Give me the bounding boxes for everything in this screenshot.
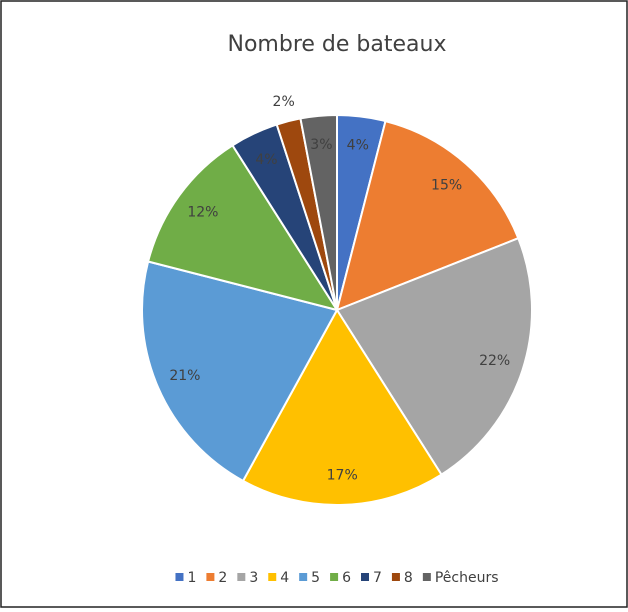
legend-label: Pêcheurs [435, 570, 499, 586]
legend-swatch [206, 573, 215, 581]
pie-slice [141, 260, 339, 483]
chart-title: Nombre de bateaux [228, 32, 447, 57]
slices [141, 113, 533, 506]
data-label: 17% [327, 468, 358, 484]
data-label: 4% [255, 152, 277, 168]
legend-swatch [361, 573, 370, 581]
legend-label: 6 [342, 570, 351, 586]
pie-slice [335, 236, 533, 477]
legend-swatch [237, 573, 246, 581]
data-label: 3% [310, 137, 332, 153]
pie-slice [335, 119, 520, 312]
data-labels: 4% 15% 22% 17% 21% 12% 4% 2% 3% [169, 94, 510, 483]
legend-swatch [330, 573, 339, 581]
legend-label: 2 [218, 570, 227, 586]
legend-swatch [422, 573, 431, 581]
legend-swatch [268, 573, 277, 581]
data-label: 21% [169, 368, 200, 384]
legend-swatch [299, 573, 308, 581]
pie-slice [299, 113, 338, 311]
legend-label: 7 [373, 570, 382, 586]
legend-label: 4 [280, 570, 289, 586]
legend-label: 3 [249, 570, 258, 586]
legend-label: 5 [311, 570, 320, 586]
legend-label: 8 [404, 570, 413, 586]
data-label: 15% [431, 178, 462, 194]
pie-slice [241, 308, 443, 506]
legend-label: 1 [187, 570, 196, 586]
data-label: 4% [347, 138, 369, 154]
legend-swatch [175, 573, 184, 581]
legend-swatch [391, 573, 400, 581]
legend: 1 2 3 4 5 6 7 8 Pêcheurs [175, 570, 499, 586]
pie-slice [146, 143, 340, 312]
data-label: 12% [187, 205, 218, 221]
data-label: 22% [479, 353, 510, 369]
data-label: 2% [273, 94, 295, 110]
